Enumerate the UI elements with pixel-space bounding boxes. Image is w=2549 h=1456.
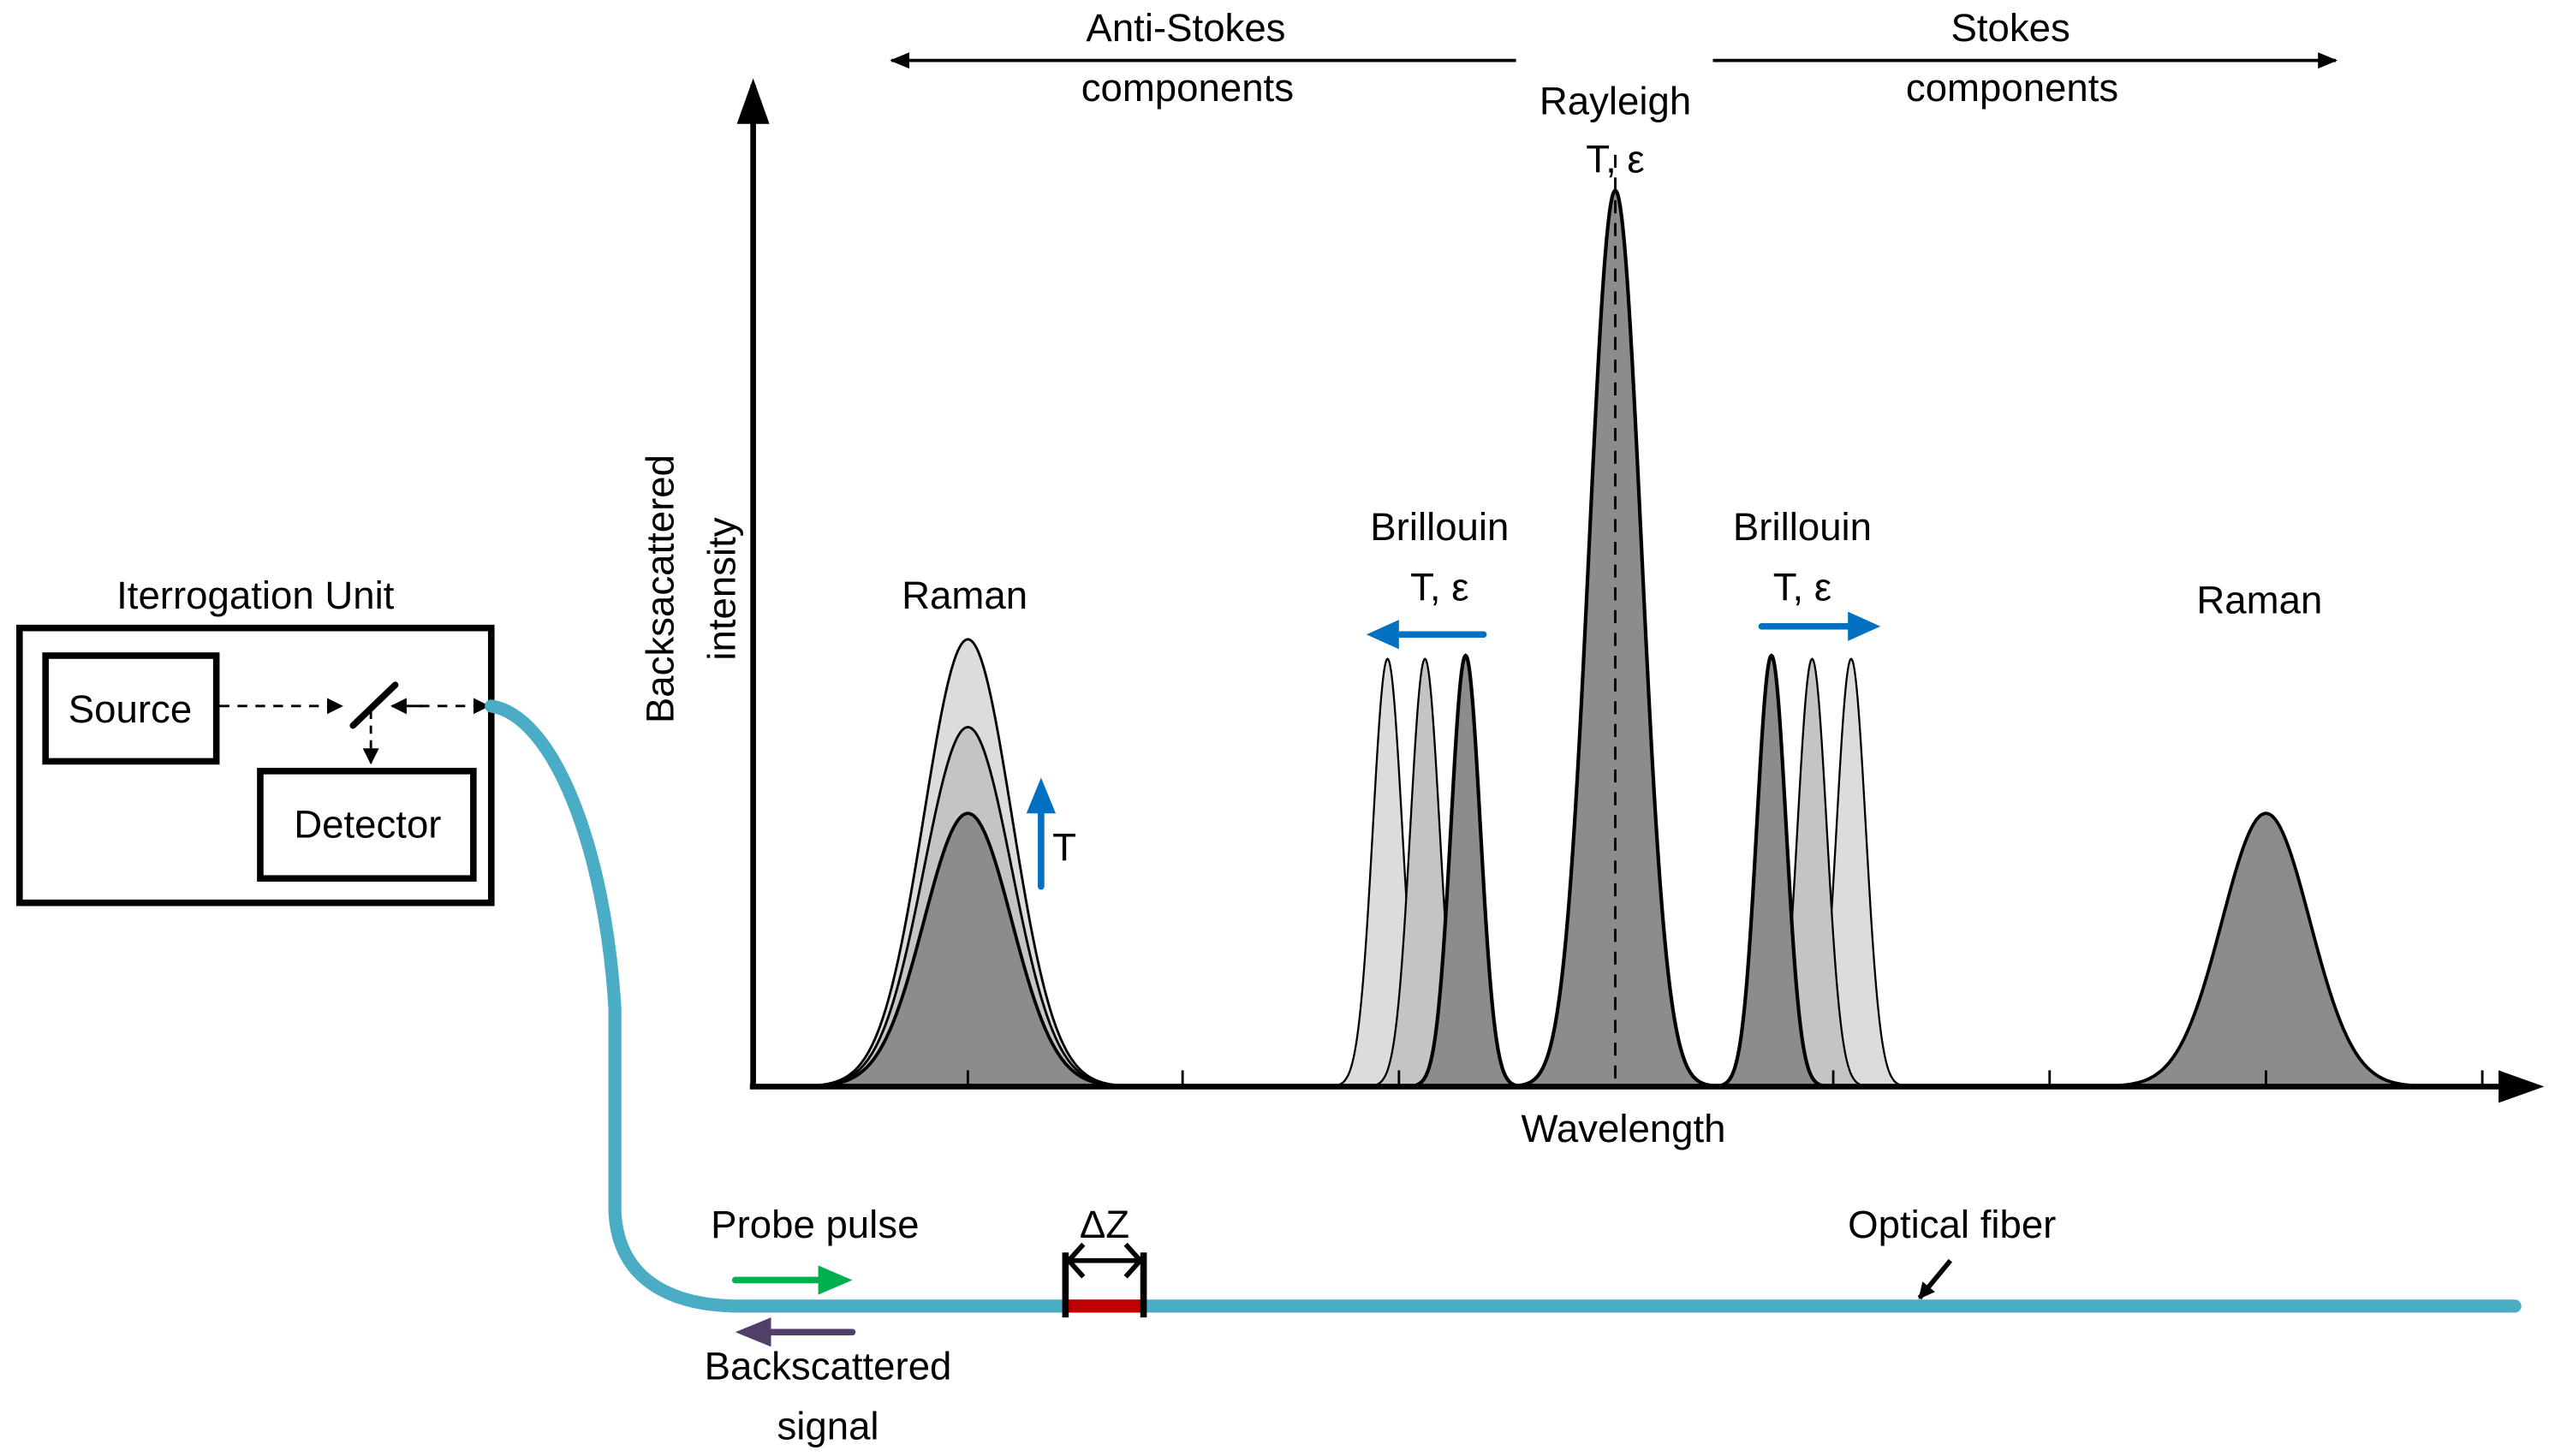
y-axis-label-line1: Backsacattered xyxy=(639,455,682,723)
beamsplitter-icon xyxy=(349,681,399,729)
delta-z-arrowheads xyxy=(1065,1242,1144,1279)
brillouin-right-label: Brillouin xyxy=(1733,505,1872,549)
backscatter-arrowhead xyxy=(735,1317,771,1347)
backscattered-signal-label: signal xyxy=(777,1405,878,1448)
interrogation-unit-title: Iterrogation Unit xyxy=(116,573,395,617)
brillouin-left-label: Brillouin xyxy=(1370,505,1509,549)
x-axis-label: Wavelength xyxy=(1522,1107,1726,1150)
stokes-label: Stokes xyxy=(1950,6,2070,50)
brillouin-right-peak xyxy=(1712,653,1831,1089)
interrogation-unit-box xyxy=(15,624,495,906)
raman-right-label: Raman xyxy=(2196,579,2322,622)
stokes-components-label: components xyxy=(1906,66,2118,110)
detector-label: Detector xyxy=(294,803,441,847)
raman-increase-arrowhead xyxy=(1026,777,1056,814)
raman-temperature-label: T xyxy=(1052,825,1076,869)
raman-left-peak-low xyxy=(792,811,1144,1089)
delta-z-label: ΔZ xyxy=(1080,1203,1129,1246)
anti-stokes-label: Anti-Stokes xyxy=(1086,6,1285,50)
x-axis-arrowhead xyxy=(2498,1070,2545,1103)
raman-left-label: Raman xyxy=(902,573,1027,617)
backscattered-label: Backscattered xyxy=(705,1344,952,1388)
y-axis-label-line2: intensity xyxy=(700,517,744,660)
anti-stokes-components-label: components xyxy=(1081,66,1294,110)
probe-pulse-label: Probe pulse xyxy=(711,1203,919,1246)
raman-right-peak xyxy=(2090,811,2442,1089)
rayleigh-sensitivity: T, ε xyxy=(1586,138,1644,181)
detector-box xyxy=(257,768,477,883)
brillouin-right-sensitivity: T, ε xyxy=(1773,565,1831,609)
spectral-peaks xyxy=(792,188,2442,1089)
brillouin-left-peak xyxy=(1407,653,1525,1089)
rayleigh-label: Rayleigh xyxy=(1540,79,1691,122)
x-axis-ticks xyxy=(966,1070,2484,1087)
brillouin-left-sensitivity: T, ε xyxy=(1410,565,1468,609)
y-axis-arrowhead xyxy=(736,78,770,124)
optical-fiber-label: Optical fiber xyxy=(1848,1203,2056,1246)
brillouin-left-shift-arrowhead xyxy=(1366,620,1399,650)
optical-fiber-pointer xyxy=(1917,1258,1953,1300)
brillouin-right-shift-arrowhead xyxy=(1848,611,1881,641)
optical-fiber xyxy=(485,699,2522,1313)
source-label: Source xyxy=(68,687,192,731)
probe-pulse-arrowhead xyxy=(818,1265,853,1295)
source-box xyxy=(42,652,220,765)
